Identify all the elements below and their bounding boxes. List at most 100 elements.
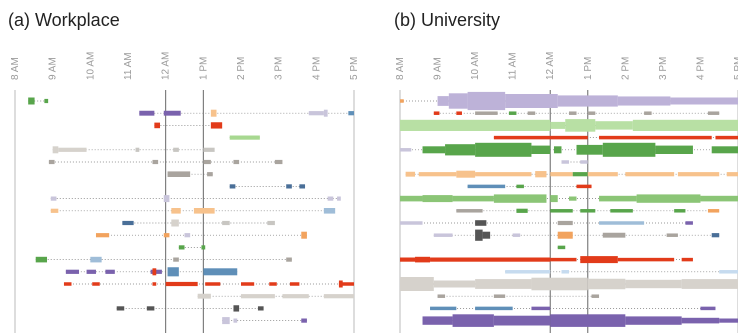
activity-segment — [116, 306, 125, 311]
activity-segment — [197, 293, 211, 299]
activity-segment — [135, 147, 140, 152]
activity-segment — [685, 221, 693, 225]
activity-segment — [171, 219, 179, 227]
activity-segment — [400, 195, 423, 202]
activity-segment — [681, 279, 738, 289]
activity-segment — [267, 220, 275, 226]
activity-segment — [229, 184, 236, 189]
activity-segment — [233, 305, 240, 312]
activity-segment — [400, 221, 423, 225]
activity-segment — [707, 111, 720, 115]
x-tick-label: 5 PM — [349, 57, 360, 80]
activity-segment — [482, 231, 491, 239]
x-tick-label: 2 PM — [620, 57, 631, 80]
activity-segment — [677, 172, 720, 177]
activity-segment — [550, 172, 573, 177]
activity-segment — [726, 172, 738, 177]
activity-segment — [527, 111, 536, 115]
activity-segment — [173, 147, 179, 152]
activity-segment — [508, 111, 517, 115]
activity-segment — [165, 281, 198, 287]
activity-segment — [599, 221, 645, 225]
activity-segment — [516, 208, 528, 213]
activity-segment — [400, 99, 404, 103]
activity-segment — [452, 314, 494, 327]
activity-segment — [193, 208, 215, 214]
university-title: (b) University — [394, 10, 501, 30]
activity-segment — [644, 111, 652, 115]
activity-segment — [154, 122, 161, 129]
activity-segment — [719, 270, 738, 274]
activity-segment — [44, 98, 49, 104]
activity-segment — [301, 231, 307, 239]
activity-segment — [475, 111, 498, 115]
x-tick-label: 11 AM — [508, 52, 519, 80]
activity-segment — [105, 269, 115, 274]
activity-segment — [50, 196, 57, 201]
activity-segment — [146, 306, 155, 311]
activity-segment — [493, 315, 551, 326]
activity-segment — [163, 233, 170, 238]
x-tick-label: 2 PM — [236, 57, 247, 80]
activity-segment — [557, 245, 566, 250]
activity-segment — [610, 209, 633, 213]
x-tick-label: 3 PM — [274, 57, 285, 80]
activity-segment — [550, 314, 626, 327]
activity-segment — [531, 306, 551, 311]
activity-segment — [674, 209, 686, 213]
activity-segment — [557, 231, 573, 239]
activity-segment — [152, 282, 157, 286]
x-tick-label: 4 PM — [695, 57, 706, 80]
activity-segment — [681, 317, 720, 324]
activity-segment — [452, 195, 494, 202]
activity-segment — [576, 144, 603, 155]
activity-segment — [467, 91, 506, 111]
x-tick-label: 4 PM — [311, 57, 322, 80]
activity-segment — [433, 111, 440, 115]
x-tick-label: 11 AM — [123, 52, 134, 80]
activity-segment — [512, 233, 521, 237]
activity-segment — [475, 279, 532, 289]
x-tick-label: 10 AM — [470, 52, 481, 80]
activity-segment — [572, 172, 588, 177]
activity-segment — [433, 233, 453, 237]
activity-segment — [505, 94, 558, 108]
activity-segment — [445, 144, 476, 156]
activity-segment — [205, 282, 221, 286]
activity-segment — [475, 306, 513, 311]
activity-segment — [152, 268, 157, 276]
x-tick-label: 9 AM — [433, 57, 444, 80]
x-tick-label: 1 PM — [198, 57, 209, 80]
activity-segment — [222, 220, 230, 226]
activity-segment — [337, 196, 341, 201]
activity-segment — [257, 306, 264, 311]
activity-segment — [707, 209, 720, 213]
activity-segment — [569, 111, 577, 115]
activity-segment — [599, 135, 712, 140]
x-tick-label: 8 AM — [395, 57, 406, 80]
activity-segment — [493, 294, 506, 298]
x-tick-label: 10 AM — [85, 52, 96, 80]
activity-segment — [233, 318, 238, 323]
activity-segment — [493, 194, 547, 203]
activity-segment — [152, 159, 159, 165]
activity-segment — [448, 93, 468, 109]
activity-segment — [516, 184, 524, 189]
activity-segment — [719, 318, 738, 323]
x-tick-label: 9 AM — [48, 57, 59, 80]
workplace-timeline-chart: 8 AM 9 AM 10 AM 11 AM 12 AM 1 PM 2 PM 3 PM 4 PM 5… — [10, 52, 360, 333]
activity-segment — [201, 245, 206, 250]
activity-segment — [274, 159, 283, 165]
activity-segment — [92, 282, 100, 286]
activity-segment — [437, 294, 446, 298]
activity-segment — [167, 267, 179, 277]
activity-segment — [666, 233, 678, 237]
activity-segment — [602, 232, 626, 238]
activity-segment — [58, 147, 87, 152]
activity-segment — [289, 282, 300, 286]
activity-segment — [400, 277, 434, 291]
activity-segment — [711, 233, 720, 238]
activity-segment — [437, 96, 449, 106]
activity-segment — [207, 172, 213, 177]
activity-segment — [184, 233, 191, 238]
